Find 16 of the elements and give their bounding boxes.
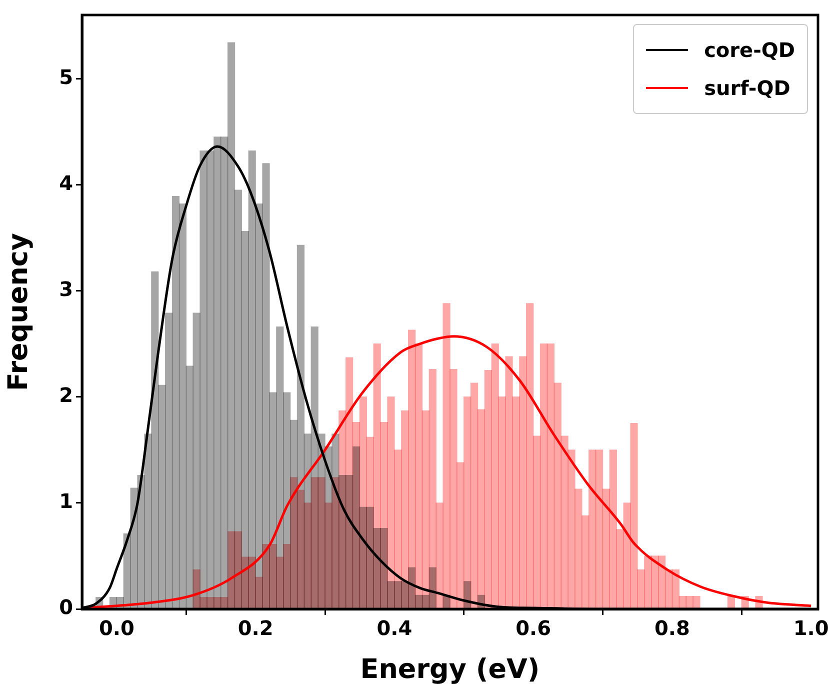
x-tick-label: 0.2 <box>238 616 274 640</box>
x-tick-label: 0.8 <box>654 616 690 640</box>
x-tick-label: 0.4 <box>376 616 412 640</box>
y-tick-label: 5 <box>59 64 73 89</box>
x-tick-label: 1.0 <box>793 616 829 640</box>
x-axis-title: Energy (eV) <box>360 654 540 685</box>
y-tick-label: 0 <box>59 595 73 620</box>
legend-label: surf-QD <box>704 76 790 100</box>
y-tick-label: 4 <box>59 170 73 195</box>
y-tick-label: 2 <box>59 383 73 408</box>
y-tick-label: 3 <box>59 276 73 301</box>
legend-label: core-QD <box>704 38 795 62</box>
y-axis-title: Frequency <box>3 232 34 392</box>
x-tick-label: 0.6 <box>516 616 552 640</box>
x-tick-label: 0.0 <box>99 616 134 640</box>
y-tick-label: 1 <box>59 489 73 514</box>
